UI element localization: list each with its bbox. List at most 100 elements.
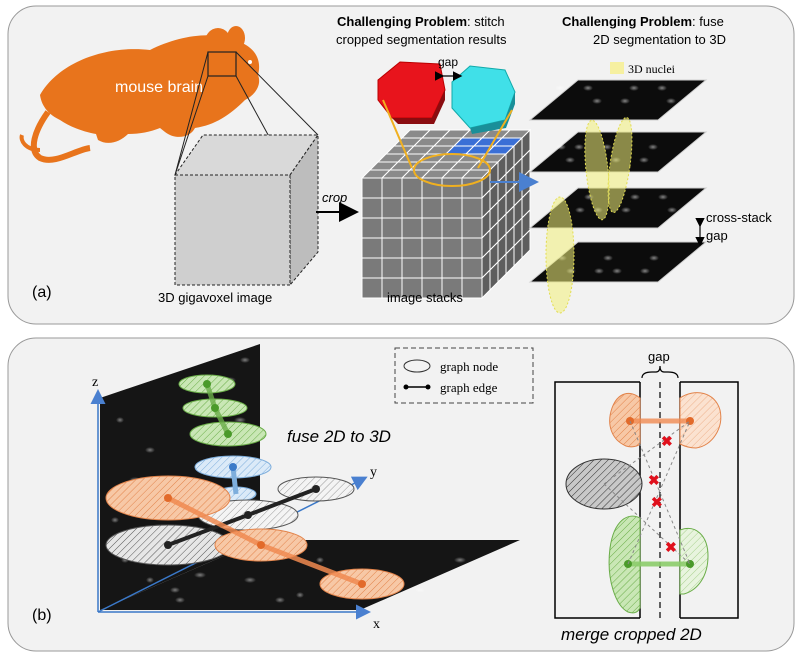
nuclei-legend-swatch bbox=[610, 62, 624, 74]
cropped-node-orange-left bbox=[609, 392, 641, 448]
fuse-label: fuse 2D to 3D bbox=[287, 427, 391, 446]
wall-speckle bbox=[145, 447, 155, 453]
reject-x-icon: ✖ bbox=[665, 539, 677, 555]
graph-node-center bbox=[164, 541, 172, 549]
wall-speckle bbox=[316, 557, 324, 563]
graph-node-center bbox=[211, 404, 219, 412]
problem1-subtitle: cropped segmentation results bbox=[336, 32, 507, 47]
gap-label-b: gap bbox=[648, 349, 670, 364]
wall-speckle bbox=[146, 577, 154, 583]
voxel-front bbox=[441, 237, 463, 259]
cropped-node-green-right bbox=[679, 528, 709, 595]
x-axis-label: x bbox=[373, 617, 380, 632]
cropped-node-orange-right bbox=[679, 392, 722, 449]
slice-speckle bbox=[574, 144, 584, 150]
mouse-brain-label: mouse brain bbox=[115, 79, 203, 96]
wall-speckle bbox=[244, 577, 256, 583]
wall-speckle bbox=[175, 597, 185, 603]
nucleus-3d bbox=[584, 119, 610, 221]
gigavoxel-label: 3D gigavoxel image bbox=[158, 290, 272, 305]
rejected-marks: ✖ ✖ ✖ ✖ bbox=[648, 433, 677, 555]
cross-stack-gap-label: gap bbox=[706, 228, 728, 243]
legend-node-label: graph node bbox=[440, 359, 498, 374]
slice-speckle bbox=[620, 98, 630, 104]
slice-speckle bbox=[594, 268, 604, 274]
voxel-front bbox=[441, 177, 463, 199]
voxel-front bbox=[381, 237, 403, 259]
image-stacks-grid bbox=[360, 128, 532, 300]
merge-label: merge cropped 2D bbox=[561, 625, 702, 644]
voxel-front bbox=[461, 197, 483, 219]
slice-speckle bbox=[639, 157, 649, 163]
crop-label: crop bbox=[322, 190, 347, 205]
reject-x-icon: ✖ bbox=[651, 494, 663, 510]
voxel-front bbox=[461, 237, 483, 259]
voxel-side bbox=[521, 228, 531, 260]
reject-x-icon: ✖ bbox=[661, 433, 673, 449]
voxel-front bbox=[461, 217, 483, 239]
graph-node-center bbox=[358, 580, 366, 588]
slice-speckle bbox=[666, 98, 676, 104]
problem2-title: Challenging Problem: fuse bbox=[562, 14, 724, 29]
wall-speckle bbox=[170, 587, 180, 593]
graph-node-center bbox=[164, 494, 172, 502]
voxel-front bbox=[461, 277, 483, 299]
voxel-front bbox=[361, 177, 383, 199]
wall-speckle bbox=[240, 357, 250, 363]
voxel-front bbox=[361, 217, 383, 239]
voxel-front bbox=[381, 257, 403, 279]
graph-node-center bbox=[203, 380, 211, 388]
zoom-line bbox=[174, 51, 209, 176]
cross-stack-label: cross-stack bbox=[706, 210, 772, 225]
slice-speckle bbox=[575, 207, 585, 213]
problem2-subtitle: 2D segmentation to 3D bbox=[593, 32, 726, 47]
slice-speckle bbox=[592, 98, 602, 104]
slice-speckle bbox=[603, 255, 613, 261]
voxel-front bbox=[381, 197, 403, 219]
voxel-front bbox=[401, 237, 423, 259]
zoom-line bbox=[235, 51, 319, 136]
gigavoxel-cube bbox=[174, 133, 319, 287]
voxel-front bbox=[401, 177, 423, 199]
voxel-front bbox=[441, 197, 463, 219]
slice-speckle bbox=[657, 85, 667, 91]
connector-line bbox=[477, 109, 513, 169]
slice-speckle bbox=[630, 194, 640, 200]
wall-speckle bbox=[234, 417, 246, 423]
voxel-front bbox=[401, 257, 423, 279]
voxel-front bbox=[441, 257, 463, 279]
connector-ellipse bbox=[413, 153, 491, 187]
candidate-edges bbox=[603, 420, 691, 565]
voxel-front bbox=[361, 257, 383, 279]
graph-node-center bbox=[229, 463, 237, 471]
voxel-front bbox=[361, 197, 383, 219]
graph-node-center bbox=[686, 560, 694, 568]
problem1-title: Challenging Problem: stitch bbox=[337, 14, 505, 29]
legend-edge-dot bbox=[403, 384, 409, 390]
voxel-front bbox=[381, 217, 403, 239]
graph-node-center bbox=[686, 417, 694, 425]
graph-edge-blue bbox=[230, 466, 239, 495]
graph-node-center bbox=[244, 511, 252, 519]
z-axis-label: z bbox=[92, 375, 98, 390]
voxel-front bbox=[441, 217, 463, 239]
legend-edge-dot bbox=[425, 384, 431, 390]
slice-speckle bbox=[555, 85, 565, 91]
slice-speckle bbox=[583, 85, 593, 91]
panel-b-label: (b) bbox=[32, 607, 52, 624]
voxel-front bbox=[361, 237, 383, 259]
red-segment-shadow bbox=[392, 90, 445, 124]
voxel-front bbox=[401, 217, 423, 239]
wall-speckle bbox=[454, 557, 466, 563]
voxel-front bbox=[381, 177, 403, 199]
slice-speckle bbox=[621, 207, 631, 213]
mouse-silhouette-icon bbox=[19, 26, 260, 163]
slice-speckle bbox=[556, 144, 566, 150]
slice-speckle bbox=[649, 255, 659, 261]
voxel-front bbox=[461, 257, 483, 279]
panel-a-label: (a) bbox=[32, 284, 52, 301]
connector-line bbox=[382, 99, 413, 169]
voxel-front bbox=[421, 197, 443, 219]
wall-speckle bbox=[275, 597, 285, 603]
wall-speckle bbox=[415, 587, 425, 593]
